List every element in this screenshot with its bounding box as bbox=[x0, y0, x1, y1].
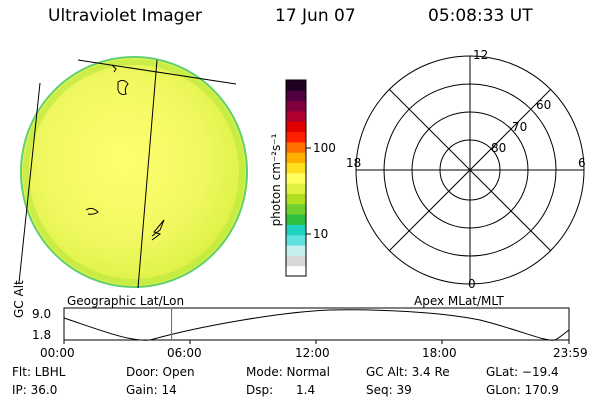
door-info: Door: Open bbox=[126, 365, 195, 379]
x-tick-1800: 18:00 bbox=[422, 346, 457, 360]
earth-limb-glow bbox=[23, 59, 245, 285]
x-tick-2359: 23:59 bbox=[553, 346, 588, 360]
geo-grid-line bbox=[77, 59, 237, 85]
mlt-label-18: 18 bbox=[346, 156, 362, 170]
coastline bbox=[111, 64, 117, 73]
mlt-label-6: 6 bbox=[578, 156, 586, 170]
glon-info: GLon: 170.9 bbox=[486, 383, 559, 397]
colorbar-segment bbox=[286, 203, 306, 215]
colorbar-frame bbox=[285, 79, 307, 277]
colorbar-segment bbox=[286, 265, 306, 277]
polar-spoke bbox=[388, 88, 552, 252]
colorbar-segment bbox=[286, 193, 306, 205]
colorbar-tick-100: 100 bbox=[313, 141, 336, 155]
ip-info: IP: 36.0 bbox=[12, 383, 58, 397]
colorbar-segment bbox=[286, 172, 306, 184]
gain-info: Gain: 14 bbox=[126, 383, 177, 397]
earth-disk bbox=[20, 56, 248, 288]
colorbar-segment bbox=[286, 152, 306, 164]
colorbar-segment bbox=[286, 80, 306, 91]
colorbar-segment bbox=[286, 183, 306, 194]
date-label: 17 Jun 07 bbox=[275, 6, 356, 26]
time-label: 05:08:33 UT bbox=[428, 6, 533, 26]
mode-info: Mode: Normal bbox=[246, 365, 330, 379]
geo-latlon-title: Geographic Lat/Lon bbox=[67, 294, 185, 308]
colorbar-segment bbox=[286, 141, 306, 153]
colorbar-tick-10: 10 bbox=[313, 227, 329, 241]
altitude-curve bbox=[63, 309, 570, 341]
coastline bbox=[151, 219, 165, 241]
lat-label-80: 80 bbox=[491, 141, 507, 155]
mlt-label-0: 0 bbox=[468, 277, 476, 291]
filter-info: Flt: LBHL bbox=[12, 365, 66, 379]
gc-alt-info: GC Alt: 3.4 Re bbox=[366, 365, 450, 379]
colorbar-segment bbox=[286, 255, 306, 267]
colorbar-segment bbox=[286, 245, 306, 256]
coastline bbox=[117, 79, 129, 95]
colorbar-segment bbox=[286, 131, 306, 143]
geo-grid-line bbox=[137, 59, 158, 289]
lat-label-60: 60 bbox=[536, 98, 552, 112]
glat-info: GLat: −19.4 bbox=[486, 365, 559, 379]
colorbar-segment bbox=[286, 121, 306, 133]
mlt-label-12: 12 bbox=[473, 48, 489, 62]
colorbar-segment bbox=[286, 162, 306, 174]
colorbar-segment bbox=[286, 100, 306, 112]
dsp-info: Dsp: 1.4 bbox=[246, 383, 316, 397]
x-tick-0600: 06:00 bbox=[167, 346, 202, 360]
seq-info: Seq: 39 bbox=[366, 383, 412, 397]
geo-grid-line bbox=[18, 82, 41, 284]
colorbar-segment bbox=[286, 224, 306, 236]
y-tick-9: 9.0 bbox=[32, 307, 52, 321]
coastline bbox=[85, 207, 99, 215]
colorbar bbox=[286, 80, 306, 277]
lat-label-70: 70 bbox=[512, 120, 528, 134]
apex-title: Apex MLat/MLT bbox=[414, 294, 504, 308]
colorbar-segment bbox=[286, 214, 306, 225]
instrument-title: Ultraviolet Imager bbox=[48, 6, 202, 26]
x-tick-1200: 12:00 bbox=[295, 346, 330, 360]
colorbar-segment bbox=[286, 234, 306, 246]
x-tick-0000: 00:00 bbox=[40, 346, 75, 360]
colorbar-segment bbox=[286, 110, 306, 122]
colorbar-segment bbox=[286, 90, 306, 102]
y-tick-1-8: 1.8 bbox=[32, 328, 52, 342]
